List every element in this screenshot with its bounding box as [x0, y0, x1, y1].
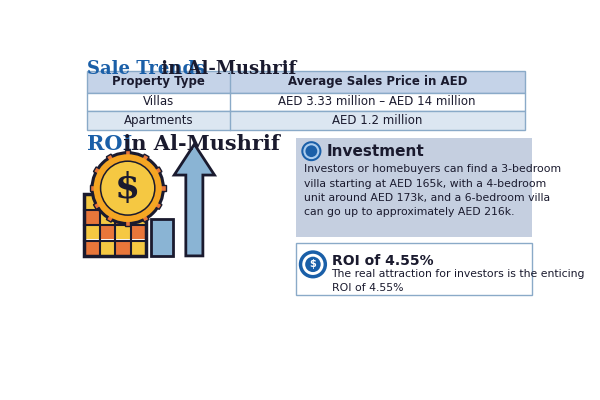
Text: Investors or homebuyers can find a 3-bedroom
villa starting at AED 165k, with a : Investors or homebuyers can find a 3-bed…	[304, 164, 561, 218]
FancyBboxPatch shape	[101, 196, 114, 208]
Polygon shape	[106, 213, 115, 222]
FancyBboxPatch shape	[296, 243, 532, 295]
Polygon shape	[90, 186, 97, 191]
FancyBboxPatch shape	[132, 211, 145, 224]
Text: $: $	[115, 171, 140, 205]
FancyBboxPatch shape	[296, 138, 532, 237]
Polygon shape	[174, 144, 215, 256]
Circle shape	[100, 160, 155, 216]
Polygon shape	[125, 150, 130, 158]
Text: Investment: Investment	[327, 144, 425, 159]
Polygon shape	[125, 218, 130, 226]
Text: $: $	[310, 259, 316, 269]
Text: Sale Trends: Sale Trends	[86, 60, 205, 78]
Text: Apartments: Apartments	[124, 114, 193, 127]
FancyBboxPatch shape	[116, 242, 130, 255]
Circle shape	[301, 141, 322, 161]
Polygon shape	[94, 201, 103, 209]
FancyBboxPatch shape	[132, 226, 145, 239]
Polygon shape	[94, 167, 103, 176]
Text: Villas: Villas	[143, 96, 174, 108]
FancyBboxPatch shape	[101, 211, 114, 224]
FancyBboxPatch shape	[85, 226, 98, 239]
FancyBboxPatch shape	[86, 93, 524, 111]
Text: ROI: ROI	[86, 134, 132, 154]
Polygon shape	[140, 154, 149, 164]
FancyBboxPatch shape	[132, 242, 145, 255]
Polygon shape	[152, 167, 162, 176]
Text: in Al-Mushrif: in Al-Mushrif	[116, 134, 280, 154]
Polygon shape	[158, 186, 166, 191]
Text: Average Sales Price in AED: Average Sales Price in AED	[287, 75, 467, 88]
FancyBboxPatch shape	[101, 226, 114, 239]
Polygon shape	[140, 213, 149, 222]
FancyBboxPatch shape	[86, 71, 524, 93]
FancyBboxPatch shape	[85, 196, 98, 208]
Text: AED 1.2 million: AED 1.2 million	[332, 114, 422, 127]
Text: in Al-Mushrif: in Al-Mushrif	[155, 60, 296, 78]
FancyBboxPatch shape	[85, 211, 98, 224]
FancyBboxPatch shape	[116, 226, 130, 239]
Circle shape	[91, 151, 165, 225]
FancyBboxPatch shape	[86, 111, 524, 130]
Text: ROI of 4.55%: ROI of 4.55%	[332, 254, 433, 268]
FancyBboxPatch shape	[116, 211, 130, 224]
Circle shape	[94, 154, 162, 222]
Polygon shape	[106, 154, 115, 164]
Polygon shape	[152, 201, 162, 209]
FancyBboxPatch shape	[132, 196, 145, 208]
Text: Property Type: Property Type	[112, 75, 205, 88]
Circle shape	[101, 162, 154, 214]
FancyBboxPatch shape	[151, 219, 173, 256]
FancyBboxPatch shape	[101, 242, 114, 255]
FancyBboxPatch shape	[116, 196, 130, 208]
Text: AED 3.33 million – AED 14 million: AED 3.33 million – AED 14 million	[278, 96, 476, 108]
Circle shape	[305, 257, 320, 272]
FancyBboxPatch shape	[85, 242, 98, 255]
Text: The real attraction for investors is the enticing
ROI of 4.55%: The real attraction for investors is the…	[332, 269, 585, 293]
